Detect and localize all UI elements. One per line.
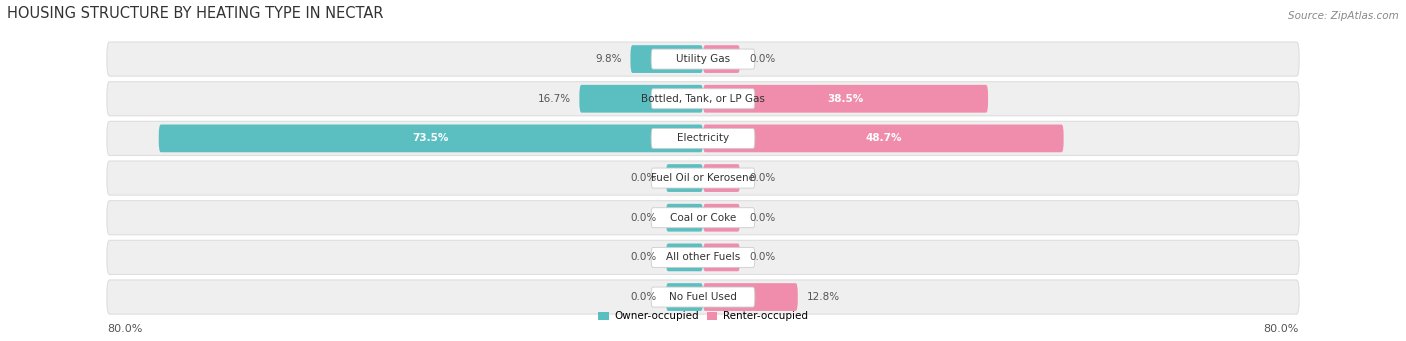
FancyBboxPatch shape <box>107 201 1299 235</box>
Text: Fuel Oil or Kerosene: Fuel Oil or Kerosene <box>651 173 755 183</box>
FancyBboxPatch shape <box>159 124 703 152</box>
Text: No Fuel Used: No Fuel Used <box>669 292 737 302</box>
FancyBboxPatch shape <box>651 129 755 148</box>
FancyBboxPatch shape <box>703 243 740 271</box>
Text: 0.0%: 0.0% <box>749 54 775 64</box>
FancyBboxPatch shape <box>107 240 1299 275</box>
Text: 80.0%: 80.0% <box>107 324 142 334</box>
Text: Utility Gas: Utility Gas <box>676 54 730 64</box>
FancyBboxPatch shape <box>703 164 740 192</box>
Text: 73.5%: 73.5% <box>413 133 449 144</box>
Text: HOUSING STRUCTURE BY HEATING TYPE IN NECTAR: HOUSING STRUCTURE BY HEATING TYPE IN NEC… <box>7 6 384 21</box>
Text: All other Fuels: All other Fuels <box>666 252 740 262</box>
Text: Source: ZipAtlas.com: Source: ZipAtlas.com <box>1288 11 1399 21</box>
Text: 12.8%: 12.8% <box>807 292 839 302</box>
FancyBboxPatch shape <box>107 121 1299 155</box>
FancyBboxPatch shape <box>651 208 755 228</box>
Text: 0.0%: 0.0% <box>749 252 775 262</box>
Text: 16.7%: 16.7% <box>537 94 571 104</box>
Text: 0.0%: 0.0% <box>749 173 775 183</box>
FancyBboxPatch shape <box>630 45 703 73</box>
Text: 38.5%: 38.5% <box>827 94 863 104</box>
FancyBboxPatch shape <box>107 42 1299 76</box>
Text: 80.0%: 80.0% <box>1264 324 1299 334</box>
Text: 0.0%: 0.0% <box>631 252 657 262</box>
Text: 9.8%: 9.8% <box>595 54 621 64</box>
FancyBboxPatch shape <box>703 45 740 73</box>
FancyBboxPatch shape <box>666 164 703 192</box>
FancyBboxPatch shape <box>651 49 755 69</box>
FancyBboxPatch shape <box>651 168 755 188</box>
FancyBboxPatch shape <box>579 85 703 113</box>
FancyBboxPatch shape <box>703 85 988 113</box>
Text: 48.7%: 48.7% <box>865 133 901 144</box>
FancyBboxPatch shape <box>666 204 703 232</box>
Text: Bottled, Tank, or LP Gas: Bottled, Tank, or LP Gas <box>641 94 765 104</box>
Text: 0.0%: 0.0% <box>631 213 657 223</box>
Text: 0.0%: 0.0% <box>631 173 657 183</box>
Text: 0.0%: 0.0% <box>749 213 775 223</box>
Text: Coal or Coke: Coal or Coke <box>669 213 737 223</box>
FancyBboxPatch shape <box>666 243 703 271</box>
FancyBboxPatch shape <box>107 280 1299 314</box>
FancyBboxPatch shape <box>107 82 1299 116</box>
FancyBboxPatch shape <box>651 89 755 109</box>
Legend: Owner-occupied, Renter-occupied: Owner-occupied, Renter-occupied <box>595 307 811 326</box>
Text: 0.0%: 0.0% <box>631 292 657 302</box>
FancyBboxPatch shape <box>107 161 1299 195</box>
FancyBboxPatch shape <box>703 204 740 232</box>
FancyBboxPatch shape <box>703 124 1063 152</box>
FancyBboxPatch shape <box>666 283 703 311</box>
FancyBboxPatch shape <box>651 287 755 307</box>
FancyBboxPatch shape <box>703 283 797 311</box>
FancyBboxPatch shape <box>651 247 755 267</box>
Text: Electricity: Electricity <box>676 133 730 144</box>
